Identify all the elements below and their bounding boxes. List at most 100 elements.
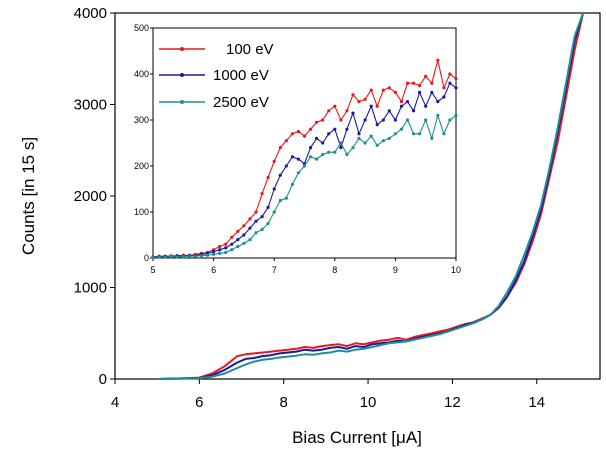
inset-point-1000ev bbox=[363, 118, 367, 122]
inset-point-2500ev bbox=[424, 118, 428, 122]
inset-point-2500ev bbox=[296, 171, 300, 175]
inset-point-100ev bbox=[399, 100, 404, 104]
inset-point-1000ev bbox=[278, 173, 282, 177]
inset-point-100ev bbox=[454, 77, 458, 81]
main-x-tick-label: 14 bbox=[528, 394, 545, 411]
legend-marker-100ev bbox=[180, 47, 184, 51]
inset-point-100ev bbox=[375, 104, 379, 108]
inset-point-2500ev bbox=[418, 132, 422, 136]
inset-point-2500ev bbox=[448, 118, 452, 122]
inset-point-100ev bbox=[436, 58, 440, 62]
inset-point-1000ev bbox=[242, 233, 246, 237]
legend-entry-100ev: 100 eV bbox=[159, 41, 274, 58]
inset-point-100ev bbox=[260, 192, 264, 196]
inset-point-100ev bbox=[412, 81, 416, 85]
inset-point-100ev bbox=[424, 74, 428, 78]
legend-marker-1000ev bbox=[180, 73, 184, 77]
inset-point-1000ev bbox=[296, 157, 300, 161]
inset-point-2500ev bbox=[309, 155, 313, 159]
inset-y-tick-label: 100 bbox=[134, 207, 149, 217]
inset-point-1000ev bbox=[369, 104, 373, 108]
inset-point-100ev bbox=[351, 93, 355, 97]
inset-point-2500ev bbox=[199, 254, 204, 258]
inset-y-tick-label: 300 bbox=[134, 115, 149, 125]
main-series-line-2500ev bbox=[157, 12, 585, 380]
inset-point-2500ev bbox=[175, 255, 179, 259]
inset-point-2500ev bbox=[266, 221, 270, 226]
legend-label-1000ev: 1000 eV bbox=[213, 67, 269, 84]
inset-point-2500ev bbox=[436, 113, 440, 117]
inset-point-100ev bbox=[381, 88, 385, 92]
inset-point-100ev bbox=[248, 217, 252, 221]
inset-point-2500ev bbox=[278, 198, 282, 203]
inset-point-1000ev bbox=[424, 104, 428, 108]
inset-series bbox=[151, 58, 458, 260]
inset-point-1000ev bbox=[357, 132, 361, 136]
legend-marker-2500ev bbox=[180, 100, 184, 104]
legend-label-2500ev: 2500 eV bbox=[213, 94, 269, 111]
inset-point-1000ev bbox=[375, 123, 379, 127]
inset-point-1000ev bbox=[309, 146, 313, 150]
main-y-tick-label: 4000 bbox=[74, 5, 107, 22]
inset-point-2500ev bbox=[363, 141, 367, 145]
inset-x-tick-label: 7 bbox=[272, 265, 277, 275]
inset-point-1000ev bbox=[345, 127, 349, 131]
inset-point-2500ev bbox=[151, 255, 155, 260]
inset-point-100ev bbox=[357, 100, 361, 104]
inset-point-100ev bbox=[254, 210, 258, 214]
inset-point-1000ev bbox=[454, 86, 458, 90]
inset-point-1000ev bbox=[254, 219, 258, 223]
inset-point-2500ev bbox=[218, 251, 222, 255]
inset-point-100ev bbox=[242, 224, 246, 228]
inset-point-2500ev bbox=[169, 255, 173, 259]
inset-point-100ev bbox=[218, 244, 222, 249]
inset-point-1000ev bbox=[260, 215, 264, 219]
inset-x-tick-label: 10 bbox=[451, 265, 461, 275]
legend-entry-1000ev: 1000 eV bbox=[159, 67, 269, 84]
inset-point-1000ev bbox=[351, 111, 355, 115]
main-series bbox=[157, 12, 585, 380]
main-x-tick-label: 12 bbox=[444, 394, 461, 411]
inset-point-100ev bbox=[430, 81, 434, 85]
inset-point-2500ev bbox=[345, 152, 349, 157]
main-y-axis-label: Counts [in 15 s] bbox=[19, 137, 38, 255]
inset-point-100ev bbox=[369, 88, 373, 92]
main-x-tick-label: 10 bbox=[360, 394, 377, 411]
inset-point-1000ev bbox=[315, 136, 319, 140]
inset-point-2500ev bbox=[442, 132, 446, 136]
inset-point-2500ev bbox=[187, 254, 191, 258]
inset-point-2500ev bbox=[369, 134, 373, 138]
inset-point-1000ev bbox=[412, 109, 416, 113]
inset-point-2500ev bbox=[339, 141, 343, 145]
inset-point-100ev bbox=[442, 86, 446, 90]
main-x-axis-label: Bias Current [μA] bbox=[292, 428, 422, 447]
inset-point-2500ev bbox=[224, 250, 228, 255]
inset-point-100ev bbox=[290, 132, 294, 136]
inset-point-100ev bbox=[363, 97, 367, 101]
inset-point-100ev bbox=[278, 146, 282, 150]
inset-x-tick-label: 8 bbox=[332, 265, 337, 275]
inset-point-1000ev bbox=[272, 187, 276, 191]
main-x-tick-label: 6 bbox=[195, 394, 203, 411]
inset-point-1000ev bbox=[212, 250, 216, 254]
inset-point-1000ev bbox=[236, 238, 240, 242]
inset-point-2500ev bbox=[430, 136, 434, 140]
inset-y-tick-label: 200 bbox=[134, 161, 149, 171]
inset-point-100ev bbox=[321, 118, 325, 122]
inset-point-1000ev bbox=[393, 118, 397, 122]
inset-point-1000ev bbox=[381, 118, 385, 122]
inset-point-1000ev bbox=[327, 132, 331, 136]
inset-point-2500ev bbox=[399, 127, 404, 131]
inset-point-2500ev bbox=[454, 113, 458, 117]
inset-point-100ev bbox=[296, 129, 300, 134]
inset-point-1000ev bbox=[339, 146, 343, 150]
inset-point-2500ev bbox=[351, 146, 355, 150]
inset-point-100ev bbox=[284, 139, 288, 143]
inset-point-1000ev bbox=[290, 155, 294, 159]
inset-point-100ev bbox=[266, 175, 270, 180]
inset-point-1000ev bbox=[399, 104, 404, 108]
inset-point-1000ev bbox=[266, 205, 270, 209]
inset-point-2500ev bbox=[193, 254, 197, 258]
